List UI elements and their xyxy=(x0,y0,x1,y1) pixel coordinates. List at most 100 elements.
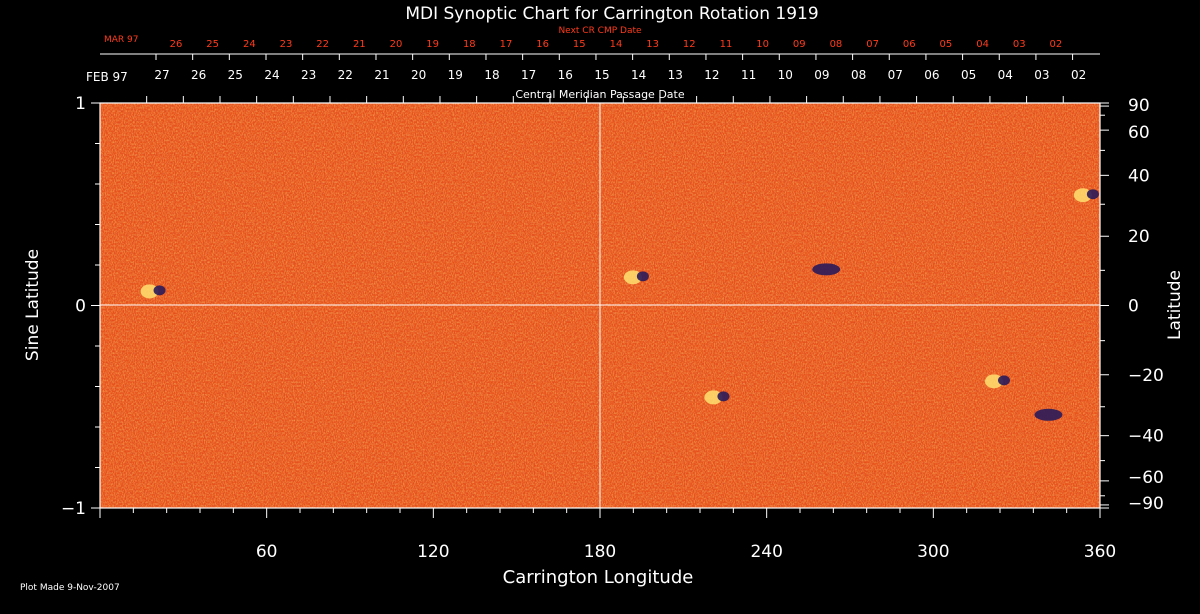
y-axis-left-label: Sine Latitude xyxy=(23,249,43,361)
next-date-label: 03 xyxy=(1013,39,1026,50)
negative-polarity-spot xyxy=(153,285,166,296)
next-date-label: 22 xyxy=(316,39,329,50)
top-axis-ticks xyxy=(146,96,1064,103)
next-date-label: 10 xyxy=(756,39,769,50)
x-tick-label: 60 xyxy=(256,542,278,562)
positive-polarity-spot xyxy=(1073,188,1092,203)
y-right-tick-label: 60 xyxy=(1128,123,1150,143)
y-right-tick-label: −90 xyxy=(1128,494,1164,514)
active-regions xyxy=(140,188,1099,421)
y-axis-right: 90 60 40 20 0 −20 −40 −60 −90 xyxy=(1100,96,1164,514)
next-date-label: 26 xyxy=(170,39,183,50)
y-right-tick-label: −20 xyxy=(1128,366,1164,386)
y-right-tick-label: −60 xyxy=(1128,468,1164,488)
top-date-label: 16 xyxy=(558,68,573,82)
y-right-tick-label: −40 xyxy=(1128,427,1164,447)
y-right-tick-label: 20 xyxy=(1128,227,1150,247)
negative-polarity-spot xyxy=(812,263,841,276)
next-date-label: 12 xyxy=(683,39,696,50)
negative-polarity-spot xyxy=(998,375,1010,386)
top-axis-label: Central Meridian Passage Date xyxy=(515,88,684,101)
next-date-label: 13 xyxy=(646,39,659,50)
positive-polarity-spot xyxy=(623,270,642,285)
next-axis-month: MAR 97 xyxy=(104,35,139,45)
next-date-label: 25 xyxy=(206,39,219,50)
top-date-label: 26 xyxy=(191,68,206,82)
top-date-label: 23 xyxy=(301,68,316,82)
next-date-label: 11 xyxy=(720,39,733,50)
top-date-label: 17 xyxy=(521,68,536,82)
top-axis-dates: 27 26 25 24 23 22 21 20 19 18 17 16 15 14 13 12 11 10 09 08… xyxy=(154,68,1086,82)
next-date-label: 19 xyxy=(426,39,439,50)
next-date-label: 02 xyxy=(1050,39,1063,50)
top-date-label: 06 xyxy=(924,68,939,82)
y-left-tick-label: 1 xyxy=(75,94,86,114)
top-date-label: 12 xyxy=(704,68,719,82)
x-tick-label: 300 xyxy=(917,542,949,562)
next-date-label: 24 xyxy=(243,39,256,50)
negative-polarity-spot xyxy=(636,271,649,282)
next-date-label: 23 xyxy=(280,39,293,50)
y-left-tick-label: 0 xyxy=(75,297,86,317)
negative-polarity-spot xyxy=(1086,189,1099,200)
negative-polarity-spot xyxy=(1034,408,1063,421)
y-left-tick-label: −1 xyxy=(61,499,86,519)
top-date-label: 15 xyxy=(594,68,609,82)
x-axis-label: Carrington Longitude xyxy=(503,567,694,588)
next-date-label: 21 xyxy=(353,39,366,50)
next-axis-label: Next CR CMP Date xyxy=(558,26,642,36)
y-right-tick-label: 0 xyxy=(1128,297,1139,317)
top-axis-month: FEB 97 xyxy=(86,70,128,84)
top-date-label: 22 xyxy=(338,68,353,82)
x-tick-label: 240 xyxy=(750,542,782,562)
top-date-label: 08 xyxy=(851,68,866,82)
top-date-label: 09 xyxy=(814,68,829,82)
y-right-tick-label: 90 xyxy=(1128,96,1150,116)
next-date-label: 07 xyxy=(866,39,879,50)
top-date-label: 03 xyxy=(1034,68,1049,82)
top-date-label: 02 xyxy=(1071,68,1086,82)
top-date-label: 11 xyxy=(741,68,756,82)
positive-polarity-spot xyxy=(140,284,159,299)
top-date-label: 14 xyxy=(631,68,646,82)
top-date-label: 04 xyxy=(998,68,1013,82)
top-date-label: 05 xyxy=(961,68,976,82)
top-date-label: 24 xyxy=(264,68,279,82)
top-date-label: 19 xyxy=(448,68,463,82)
next-date-label: 06 xyxy=(903,39,916,50)
x-axis: 60 120 180 240 300 360 xyxy=(99,508,1116,562)
next-date-label: 05 xyxy=(940,39,953,50)
next-date-label: 04 xyxy=(976,39,989,50)
next-date-label: 18 xyxy=(463,39,476,50)
next-date-label: 17 xyxy=(500,39,513,50)
x-tick-label: 180 xyxy=(584,542,616,562)
x-tick-label: 360 xyxy=(1084,542,1116,562)
y-axis-right-label: Latitude xyxy=(1165,270,1185,340)
next-date-label: 15 xyxy=(573,39,586,50)
next-axis-ticks xyxy=(155,54,1074,60)
plot-made-note: Plot Made 9-Nov-2007 xyxy=(20,583,120,593)
next-date-label: 16 xyxy=(536,39,549,50)
next-date-label: 20 xyxy=(390,39,403,50)
next-date-label: 14 xyxy=(610,39,623,50)
top-date-label: 27 xyxy=(154,68,169,82)
top-date-label: 13 xyxy=(668,68,683,82)
next-axis-dates: 26 25 24 23 22 21 20 19 18 17 16 15 14 13 12 11 10 09 08 07… xyxy=(170,39,1063,50)
next-date-label: 08 xyxy=(830,39,843,50)
positive-polarity-spot xyxy=(704,390,723,405)
next-date-label: 09 xyxy=(793,39,806,50)
top-date-label: 07 xyxy=(888,68,903,82)
top-date-label: 10 xyxy=(778,68,793,82)
x-tick-label: 120 xyxy=(417,542,449,562)
top-date-label: 25 xyxy=(228,68,243,82)
positive-polarity-spot xyxy=(985,374,1003,389)
top-date-label: 20 xyxy=(411,68,426,82)
top-date-label: 21 xyxy=(374,68,389,82)
negative-polarity-spot xyxy=(717,391,730,402)
chart-title: MDI Synoptic Chart for Carrington Rotati… xyxy=(405,4,818,24)
y-right-tick-label: 40 xyxy=(1128,166,1150,186)
plot-area xyxy=(100,103,1100,508)
y-axis-left: −1 0 1 xyxy=(61,94,100,519)
